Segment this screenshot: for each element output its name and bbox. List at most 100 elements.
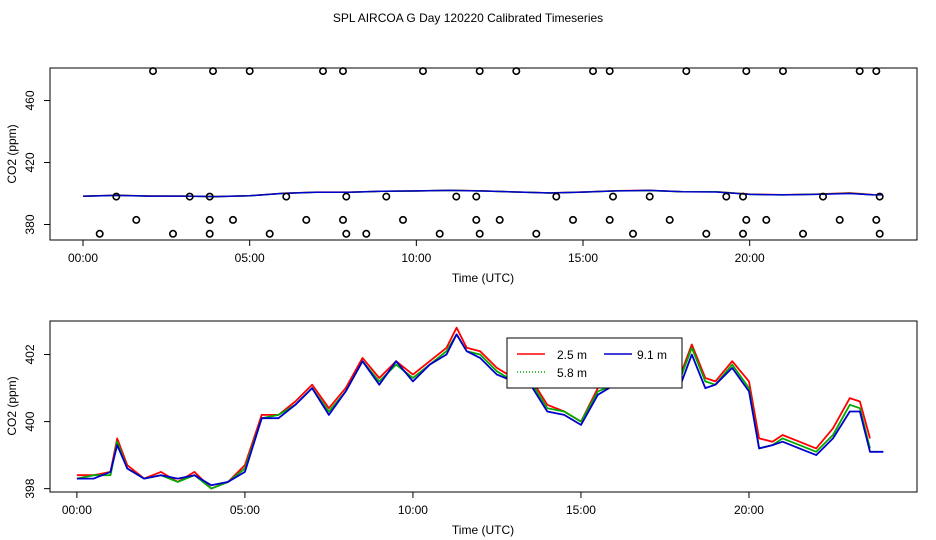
flag-point <box>342 192 351 201</box>
flag-point <box>362 229 371 238</box>
flag-point <box>209 67 218 76</box>
flag-point <box>798 229 807 238</box>
flag-point <box>722 192 731 201</box>
flag-point <box>875 192 884 201</box>
x-tick-label: 20:00 <box>734 503 764 517</box>
series-line-9-1-m <box>82 189 883 198</box>
top-flag-points <box>95 67 884 238</box>
flag-point <box>245 67 254 76</box>
flag-point <box>302 215 311 224</box>
flag-point <box>512 67 521 76</box>
flag-point <box>185 192 194 201</box>
flag-point <box>338 215 347 224</box>
y-tick-label: 460 <box>23 90 37 110</box>
flag-point <box>778 67 787 76</box>
flag-point <box>588 67 597 76</box>
flag-point <box>628 229 637 238</box>
flag-point <box>382 192 391 201</box>
x-tick-label: 00:00 <box>68 251 98 265</box>
flag-point <box>665 215 674 224</box>
flag-point <box>702 229 711 238</box>
top-panel: 00:00 05:00 10:00 15:00 20:00 380 420 460 Time… <box>5 67 918 285</box>
flag-point <box>472 215 481 224</box>
flag-point <box>742 67 751 76</box>
flag-point <box>872 67 881 76</box>
top-y-axis: 380 420 460 <box>23 90 50 235</box>
flag-point <box>818 192 827 201</box>
x-tick-label: 15:00 <box>566 503 596 517</box>
bottom-y-axis: 398 400 402 <box>23 344 50 499</box>
flag-point <box>112 192 121 201</box>
flag-point <box>605 215 614 224</box>
series-line-9-1-m <box>76 333 884 487</box>
legend: 2.5 m 5.8 m 9.1 m <box>506 337 683 389</box>
x-tick-label: 00:00 <box>62 503 92 517</box>
legend-box <box>506 337 683 389</box>
x-tick-label: 20:00 <box>735 251 765 265</box>
bottom-panel: 00:00 05:00 10:00 15:00 20:00 398 400 402 Time… <box>5 320 918 537</box>
flag-point <box>738 229 747 238</box>
y-tick-label: 380 <box>23 214 37 234</box>
flag-point <box>205 229 214 238</box>
bottom-plot-frame <box>49 320 918 493</box>
flag-point <box>205 192 214 201</box>
flag-point <box>265 229 274 238</box>
legend-label-5-8m: 5.8 m <box>557 366 587 380</box>
flag-point <box>608 192 617 201</box>
bottom-x-axis: 00:00 05:00 10:00 15:00 20:00 <box>62 492 764 517</box>
chart-title: SPL AIRCOA G Day 120220 Calibrated Times… <box>333 11 603 25</box>
flag-point <box>645 192 654 201</box>
x-tick-label: 10:00 <box>401 251 431 265</box>
top-plot-frame <box>49 67 918 241</box>
bottom-series-group <box>76 326 884 490</box>
flag-point <box>229 215 238 224</box>
flag-point <box>738 192 747 201</box>
flag-point <box>872 215 881 224</box>
flag-point <box>418 67 427 76</box>
flag-point <box>398 215 407 224</box>
y-tick-label: 400 <box>23 411 37 431</box>
y-tick-label: 402 <box>23 344 37 364</box>
flag-point <box>475 229 484 238</box>
x-tick-label: 05:00 <box>230 503 260 517</box>
x-tick-label: 05:00 <box>235 251 265 265</box>
top-y-axis-label: CO2 (ppm) <box>5 124 19 183</box>
flag-point <box>149 67 158 76</box>
flag-point <box>338 67 347 76</box>
flag-point <box>605 67 614 76</box>
flag-point <box>855 67 864 76</box>
flag-point <box>495 215 504 224</box>
flag-point <box>452 192 461 201</box>
y-tick-label: 420 <box>23 152 37 172</box>
x-tick-label: 15:00 <box>568 251 598 265</box>
flag-point <box>472 192 481 201</box>
legend-label-2-5m: 2.5 m <box>557 348 587 362</box>
flag-point <box>742 215 751 224</box>
flag-point <box>318 67 327 76</box>
series-line-2-5-m <box>76 326 871 490</box>
flag-point <box>205 215 214 224</box>
flag-point <box>169 229 178 238</box>
x-tick-label: 10:00 <box>398 503 428 517</box>
legend-label-9-1m: 9.1 m <box>637 348 667 362</box>
flag-point <box>435 229 444 238</box>
series-line-5-8-m <box>76 333 871 490</box>
flag-point <box>568 215 577 224</box>
flag-point <box>342 229 351 238</box>
flag-point <box>282 192 291 201</box>
bottom-y-axis-label: CO2 (ppm) <box>5 376 19 435</box>
flag-point <box>552 192 561 201</box>
flag-point <box>132 215 141 224</box>
flag-point <box>875 229 884 238</box>
flag-point <box>95 229 104 238</box>
flag-point <box>682 67 691 76</box>
flag-point <box>835 215 844 224</box>
top-x-axis-label: Time (UTC) <box>452 271 514 285</box>
flag-point <box>762 215 771 224</box>
y-tick-label: 398 <box>23 478 37 498</box>
flag-point <box>532 229 541 238</box>
bottom-x-axis-label: Time (UTC) <box>452 523 514 537</box>
flag-point <box>475 67 484 76</box>
top-x-axis: 00:00 05:00 10:00 15:00 20:00 <box>68 240 765 265</box>
